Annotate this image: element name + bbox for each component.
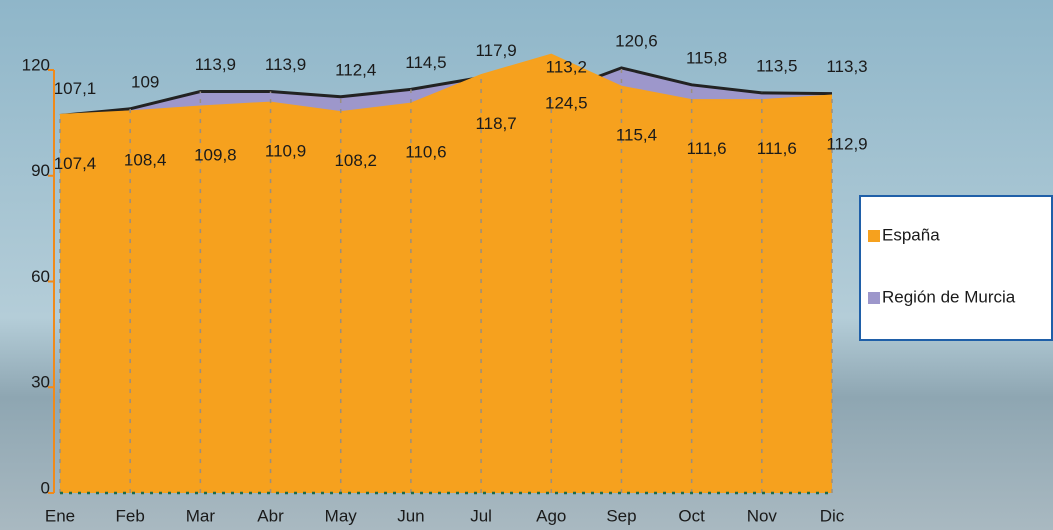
- x-tick-label: Feb: [116, 506, 145, 525]
- legend-swatch: [868, 230, 880, 242]
- data-label: 112,4: [335, 60, 376, 79]
- data-label: 113,2: [546, 57, 587, 76]
- y-tick-label: 0: [41, 478, 50, 497]
- area-line: [59, 53, 833, 115]
- data-label: 113,9: [265, 55, 306, 74]
- data-label: 113,9: [195, 55, 236, 74]
- data-label: 115,8: [686, 48, 727, 67]
- x-tick-label: Sep: [606, 506, 636, 525]
- x-tick-label: Oct: [678, 506, 705, 525]
- data-label: 109,8: [194, 145, 237, 164]
- data-label: 110,6: [405, 143, 446, 162]
- legend-label: Región de Murcia: [882, 287, 1016, 306]
- legend: [859, 195, 1053, 341]
- data-label: 110,9: [265, 142, 306, 161]
- data-label: 114,5: [405, 53, 446, 72]
- x-tick-label: Abr: [257, 506, 284, 525]
- y-tick-label: 60: [31, 267, 50, 286]
- data-label: 113,3: [826, 57, 867, 76]
- x-tick-label: Mar: [186, 506, 216, 525]
- data-label: 108,4: [124, 150, 167, 169]
- data-label: 124,5: [545, 94, 588, 113]
- legend-swatch: [868, 292, 880, 304]
- y-tick-label: 30: [31, 373, 50, 392]
- x-tick-label: Jun: [397, 506, 424, 525]
- data-label: 111,6: [757, 139, 797, 158]
- y-tick-label: 90: [31, 161, 50, 180]
- area: [60, 54, 832, 493]
- legend-box: [859, 195, 1053, 341]
- y-tick-label: 120: [22, 55, 50, 74]
- data-label: 112,9: [826, 135, 867, 154]
- x-tick-label: Ago: [536, 506, 566, 525]
- data-label: 107,4: [54, 154, 97, 173]
- area-line: [59, 66, 833, 117]
- x-tick-label: Jul: [470, 506, 492, 525]
- data-label: 113,5: [756, 56, 797, 75]
- x-tick-label: Dic: [820, 506, 845, 525]
- data-label: 118,7: [475, 114, 516, 133]
- data-label: 107,1: [54, 79, 97, 98]
- data-label: 108,2: [334, 151, 377, 170]
- x-tick-label: May: [325, 506, 358, 525]
- data-label: 120,6: [615, 31, 658, 50]
- data-label: 117,9: [475, 41, 516, 60]
- x-tick-label: Ene: [45, 506, 75, 525]
- x-tick-label: Nov: [747, 506, 778, 525]
- data-label: 115,4: [616, 126, 657, 145]
- legend-label: España: [882, 225, 940, 244]
- data-label: 109: [131, 72, 159, 91]
- data-label: 111,6: [687, 139, 727, 158]
